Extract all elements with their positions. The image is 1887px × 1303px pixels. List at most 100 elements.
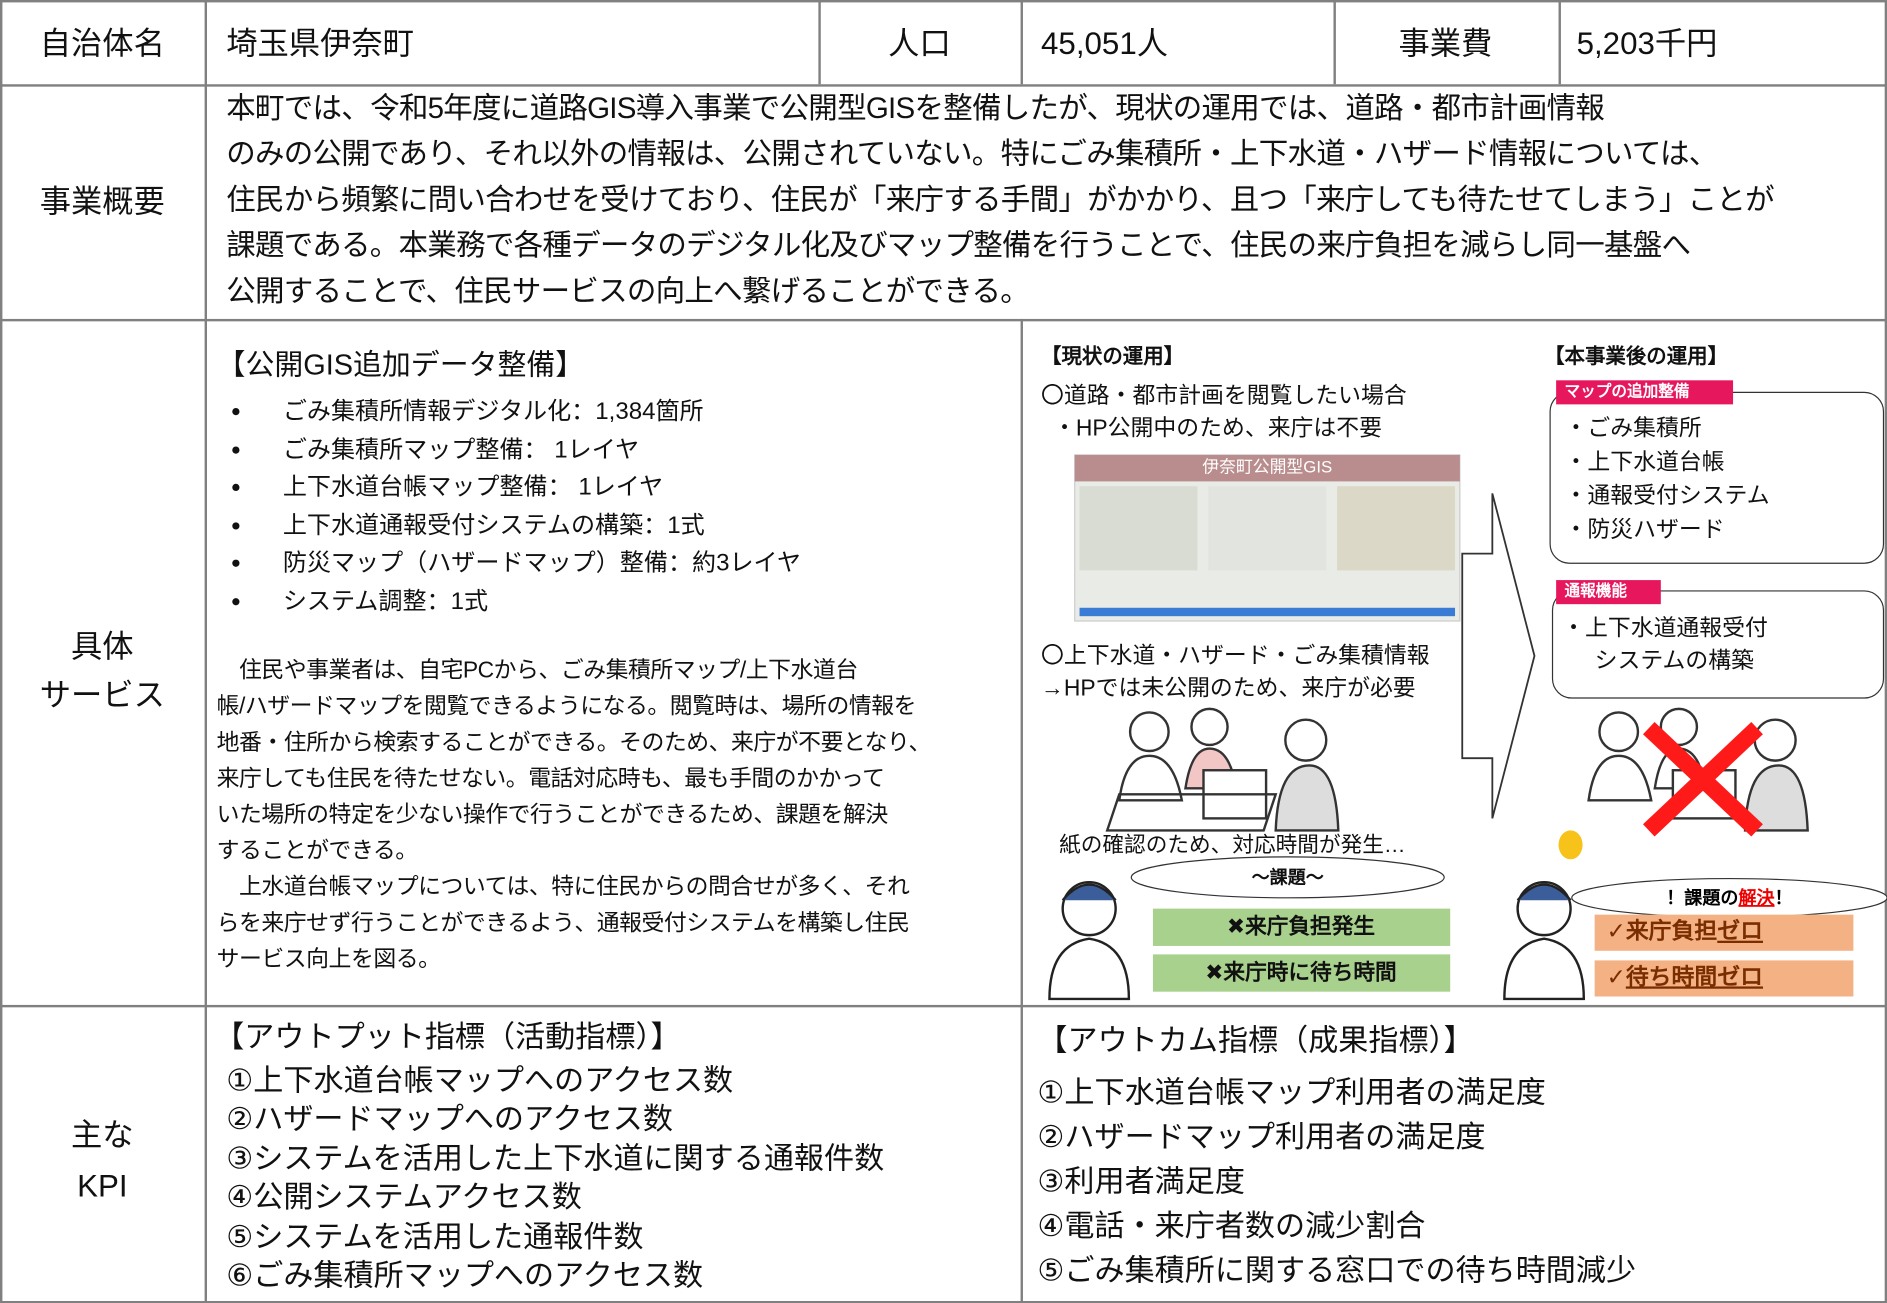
text-part: ✓: [1607, 963, 1626, 989]
rule: [1020, 0, 1023, 85]
rule: [1020, 318, 1023, 1303]
rule: [204, 0, 208, 1303]
lightbulb: [1558, 830, 1583, 860]
overview-line: 本町では、令和5年度に道路GIS導入事業で公開型GISを整備したが、現状の運用で…: [226, 92, 1605, 125]
arrow: [1461, 493, 1536, 819]
label: 事業費: [1398, 25, 1493, 62]
issue: ～課題～: [1252, 866, 1324, 887]
cross-mark: [1643, 721, 1763, 837]
service-item: システム調整：1式: [282, 587, 489, 615]
tag: [1556, 380, 1734, 405]
label: 事業概要: [39, 182, 165, 220]
label: 主な: [70, 1116, 134, 1153]
kpi-title: 【アウトプット指標（活動指標）】: [214, 1019, 681, 1054]
panel-title: 【現状の運用】: [1041, 344, 1184, 368]
result: ✓待ち時間ゼロ: [1607, 963, 1763, 989]
rule: [1333, 0, 1336, 85]
map-panel: [1208, 486, 1327, 571]
case-text: →HPでは未公開のため、来庁が必要: [1041, 675, 1416, 701]
paragraph-line: することができる。: [216, 838, 419, 864]
case-text: ・HP公開中のため、来庁は不要: [1053, 415, 1382, 441]
after-item: ・上下水道通報受付: [1562, 614, 1768, 640]
paragraph-line: 上水道台帳マップについては、特に住民からの問合せが多く、それ: [216, 874, 910, 900]
overview-line: のみの公開であり、それ以外の情報は、公開されていない。特にごみ集積所・上下水道・…: [226, 138, 1718, 171]
map-panel: [1337, 486, 1456, 571]
overview-line: 住民から頻繁に問い合わせを受けており、住民が「来庁する手間」がかかり、且つ「来庁…: [226, 183, 1774, 217]
bullet: [232, 521, 240, 529]
people-icon: [1105, 707, 1809, 832]
screenshot-title: 伊奈町公開型GIS: [1202, 458, 1332, 477]
overview-line: 公開することで、住民サービスの向上へ繋げることができる。: [226, 275, 1029, 308]
label: 人口: [888, 25, 951, 62]
paragraph-line: いた場所の特定を少ない操作で行うことができるため、課題を解決: [216, 802, 889, 828]
rule: [0, 84, 1887, 87]
gis-banner: [1074, 454, 1460, 482]
kpi-item: ①上下水道台帳マップへのアクセス数: [226, 1063, 734, 1097]
text-part: ゼロ: [1717, 918, 1763, 944]
paragraph-line: サービス向上を図る。: [216, 946, 441, 972]
label: 自治体名: [39, 25, 165, 62]
rule: [0, 1004, 1887, 1008]
result: ✓来庁負担ゼロ: [1607, 918, 1763, 944]
bullet: [232, 407, 240, 416]
bullet: [232, 445, 240, 454]
problem: ✖来庁時に待ち時間: [1205, 959, 1396, 984]
value: 5,203千円: [1576, 25, 1718, 62]
text-part: ！課題の: [1666, 887, 1738, 908]
value: 45,051人: [1041, 25, 1169, 62]
kpi-title: 【アウトカム指標（成果指標）】: [1037, 1023, 1474, 1058]
kpi-item: ⑥ごみ集積所マップへのアクセス数: [226, 1258, 704, 1293]
bullet: [232, 483, 240, 492]
problem-box: [1152, 908, 1451, 946]
service-item: ごみ集積所情報デジタル化：1,384箇所: [282, 398, 704, 425]
tag: [1556, 580, 1661, 605]
rule: [1558, 0, 1561, 85]
tag-text: マップの追加整備: [1565, 381, 1690, 400]
value: 埼玉県伊奈町: [226, 25, 415, 62]
heading: 【公開GIS追加データ整備】: [216, 349, 585, 382]
service-item: 防災マップ（ハザードマップ）整備：約3レイヤ: [282, 549, 801, 577]
tag-text: 通報機能: [1565, 581, 1628, 600]
label: KPI: [77, 1167, 128, 1204]
panel-title: 【本事業後の運用】: [1544, 344, 1728, 368]
map-buttons: [1079, 607, 1456, 617]
after-item: ・通報受付システム: [1565, 482, 1770, 508]
kpi-item: ⑤システムを活用した通報件数: [226, 1219, 644, 1254]
after-item: ・上下水道台帳: [1565, 448, 1725, 474]
paragraph-line: 地番・住所から検索することができる。そのため、来庁が不要となり、: [216, 729, 932, 756]
kpi-item: ③システムを活用した上下水道に関する通報件数: [226, 1141, 885, 1176]
paragraph-line: 来庁しても住民を待たせない。電話対応時も、最も手間のかかって: [216, 766, 885, 792]
staff-icon: [1048, 880, 1586, 1001]
kpi-item: ③利用者満足度: [1037, 1164, 1245, 1199]
after-item: ・ごみ集積所: [1565, 415, 1702, 441]
text-part: ！: [1775, 888, 1793, 908]
map-panel: [1079, 486, 1198, 571]
label: 具体: [70, 628, 134, 665]
issue-ellipse: [1130, 856, 1445, 899]
text-part: ✓来庁負担: [1607, 918, 1718, 944]
after-item: システムの構築: [1595, 647, 1754, 673]
resolved: ！課題の解決！: [1666, 887, 1792, 908]
kpi-item: ②ハザードマップ利用者の満足度: [1037, 1119, 1486, 1154]
bullet: [232, 597, 240, 605]
kpi-item: ⑤ごみ集積所に関する窓口での待ち時間減少: [1037, 1253, 1637, 1288]
text-part: 解決: [1738, 887, 1775, 908]
paragraph-line: らを来庁せず行うことができるよう、通報受付システムを構築し住民: [216, 910, 910, 936]
overview-line: 課題である。本業務で各種データのデジタル化及びマップ整備を行うことで、住民の来庁…: [226, 229, 1691, 263]
after-item: ・防災ハザード: [1565, 516, 1725, 542]
bullet: [232, 559, 240, 567]
rule: [0, 318, 1887, 322]
paragraph-line: 帳/ハザードマップを閲覧できるようになる。閲覧時は、場所の情報を: [216, 693, 917, 720]
after-box: [1551, 590, 1885, 699]
kpi-item: ④電話・来庁者数の減少割合: [1037, 1208, 1426, 1243]
case-text: 〇道路・都市計画を閲覧したい場合: [1041, 382, 1407, 408]
service-item: 上下水道台帳マップ整備： 1レイヤ: [282, 474, 664, 501]
kpi-item: ④公開システムアクセス数: [226, 1180, 582, 1215]
result-box: [1594, 960, 1854, 997]
service-item: 上下水道通報受付システムの構築：1式: [282, 512, 705, 539]
kpi-item: ②ハザードマップへのアクセス数: [226, 1102, 673, 1137]
